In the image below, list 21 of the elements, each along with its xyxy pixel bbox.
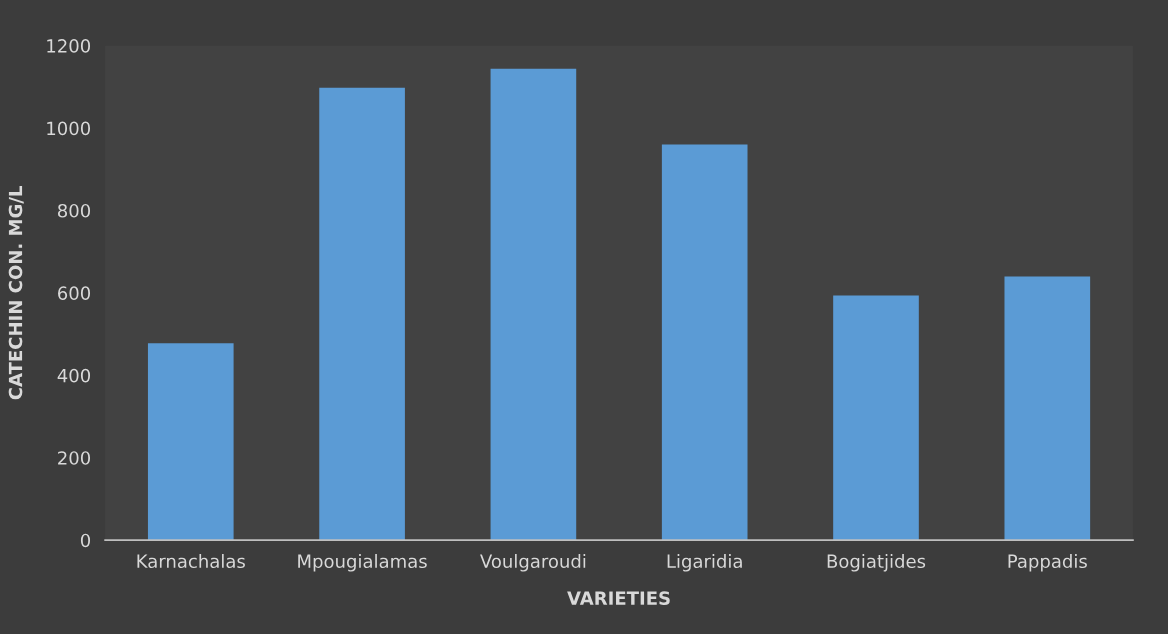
y-tick-label: 800 <box>57 203 91 218</box>
x-tick-label: Ligaridia <box>667 554 742 572</box>
bar <box>1004 276 1091 541</box>
bar <box>833 295 919 541</box>
x-tick-label: Voulgaroudi <box>480 554 586 572</box>
bar <box>319 87 405 541</box>
y-tick-label: 1000 <box>47 121 91 136</box>
bar <box>661 144 748 541</box>
x-tick-label: Bogiatjides <box>827 554 926 572</box>
y-tick-label: 600 <box>58 286 91 301</box>
y-tick-label: 1200 <box>47 39 91 53</box>
bar <box>147 343 234 541</box>
x-tick-label: Mpougialamas <box>298 554 427 572</box>
y-tick-label: 0 <box>80 533 91 548</box>
y-tick-label: 400 <box>57 368 91 383</box>
y-tick-label: 200 <box>58 451 91 465</box>
x-axis-title: VARIETIES <box>567 591 670 605</box>
bar <box>490 68 577 541</box>
x-tick-label: Karnachalas <box>137 554 245 569</box>
x-tick-label: Pappadis <box>1008 554 1087 572</box>
y-axis-title: CATECHIN CON. MG/L <box>8 186 24 400</box>
